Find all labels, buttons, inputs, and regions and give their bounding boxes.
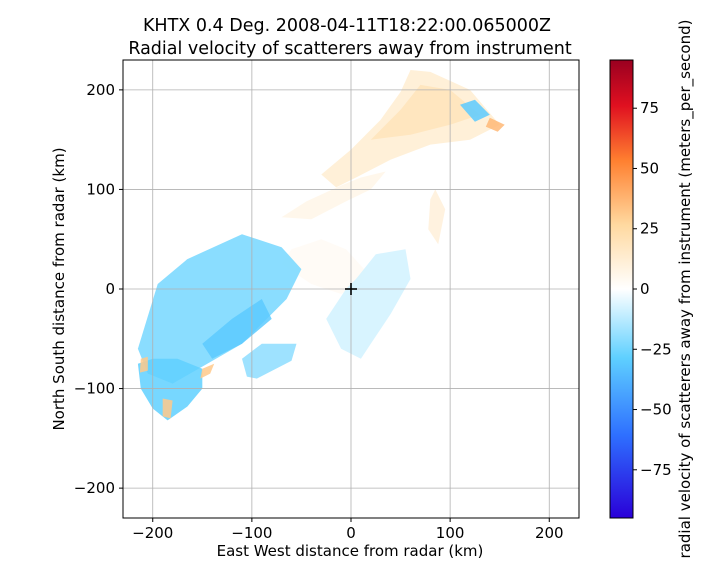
plot-area	[122, 59, 580, 519]
x-axis-label: East West distance from radar (km)	[217, 542, 484, 560]
echo-region-northeast-pocket	[460, 99, 490, 122]
echo-region-central-neutral	[281, 239, 366, 294]
x-tick-label: −100	[231, 524, 272, 542]
y-tick-label: −100	[74, 380, 115, 398]
echo-region-east-thin-band	[428, 189, 446, 245]
echo-region-southwest-outbound-band	[137, 234, 302, 384]
chart-title-line-1: KHTX 0.4 Deg. 2008-04-11T18:22:00.065000…	[143, 16, 551, 36]
x-axis-ticks: −200 −100 0 100 200	[132, 518, 564, 542]
echo-region-southwest-inner-streak	[202, 299, 272, 359]
x-tick-label: 200	[535, 524, 564, 542]
chart-title-line-2: Radial velocity of scatterers away from …	[128, 39, 572, 59]
echo-layer	[137, 70, 505, 421]
colorbar-label: radial velocity of scatterers away from …	[676, 20, 695, 559]
colorbar: −75 −50 −25 0 25 50 75 radial velocity of scat…	[609, 20, 695, 559]
colorbar-tick-label: 25	[640, 220, 659, 238]
y-tick-label: 100	[86, 180, 115, 198]
colorbar-tick-label: 50	[640, 159, 659, 177]
y-tick-label: −200	[74, 479, 115, 497]
colorbar-tick-label: −25	[640, 340, 672, 358]
y-tick-label: 0	[105, 280, 115, 298]
y-axis-ticks: −200 −100 0 100 200	[74, 81, 123, 497]
echo-region-north-feeder	[281, 171, 386, 220]
colorbar-ticks: −75 −50 −25 0 25 50 75	[633, 99, 672, 479]
x-tick-label: −200	[132, 524, 173, 542]
colorbar-gradient	[609, 59, 634, 519]
echo-region-southwest-outbound-fringe-3	[200, 363, 215, 379]
colorbar-tick-label: −75	[640, 461, 672, 479]
radar-marker-layer	[345, 283, 357, 295]
radar-location-marker	[345, 283, 357, 295]
echo-region-south-fragment	[242, 343, 297, 379]
echo-region-southwest-outbound-fringe-1	[139, 356, 148, 373]
echo-region-southeast-speckle	[326, 249, 411, 359]
grid-layer	[123, 60, 579, 518]
x-tick-label: 0	[346, 524, 356, 542]
y-axis-label: North South distance from radar (km)	[50, 147, 68, 430]
y-tick-label: 200	[86, 81, 115, 99]
colorbar-tick-label: 0	[640, 280, 650, 298]
echo-region-southwest-tail	[137, 358, 203, 421]
colorbar-tick-label: 75	[640, 99, 659, 117]
echo-region-northeast-edge	[485, 117, 505, 132]
x-tick-label: 100	[436, 524, 465, 542]
echo-region-southwest-outbound-fringe-2	[162, 398, 173, 419]
echo-region-northeast-core	[370, 84, 480, 140]
colorbar-tick-label: −50	[640, 401, 672, 419]
